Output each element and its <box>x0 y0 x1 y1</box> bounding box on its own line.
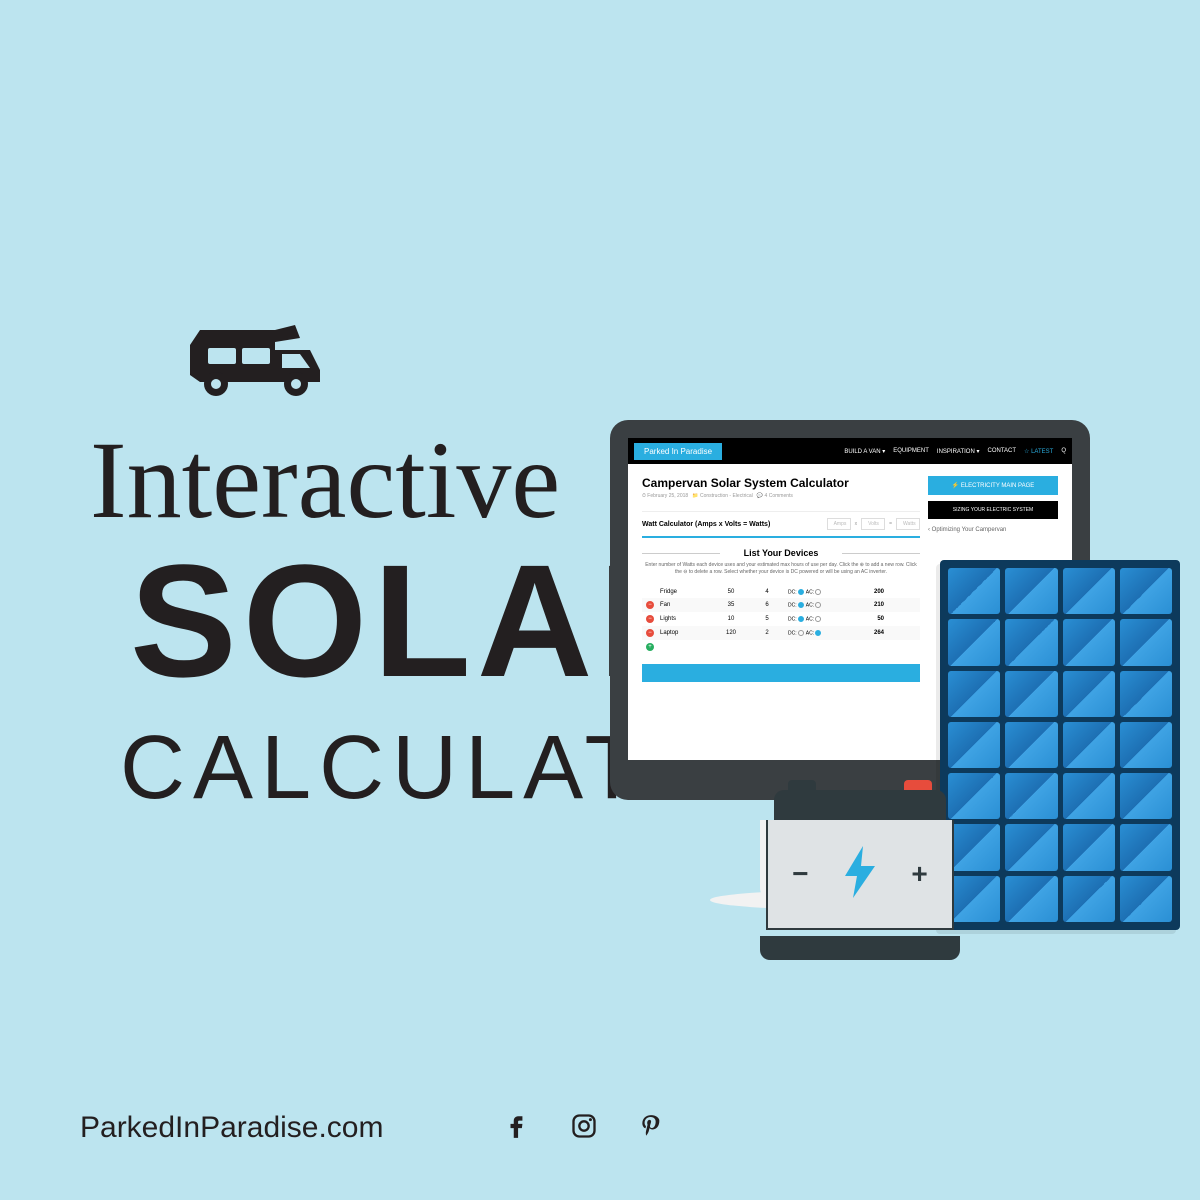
electricity-button: ⚡ ELECTRICITY MAIN PAGE <box>928 476 1058 495</box>
nav-items: BUILD A VAN ▾ EQUIPMENT INSPIRATION ▾ CO… <box>844 448 1066 455</box>
title-interactive: Interactive <box>90 425 590 535</box>
brand-badge: Parked In Paradise <box>634 443 722 460</box>
instagram-icon <box>570 1112 598 1145</box>
devices-table: Fridge 50 4 DC: AC: 200 − Fan 35 6 DC: A… <box>642 586 920 654</box>
side-link: ‹ Optimizing Your Campervan <box>928 527 1058 533</box>
watt-label: Watt Calculator (Amps x Volts = Watts) <box>642 521 823 528</box>
social-icons <box>504 1112 664 1145</box>
watt-calculator-row: Watt Calculator (Amps x Volts = Watts) A… <box>642 511 920 538</box>
illustration-group: Parked In Paradise BUILD A VAN ▾ EQUIPME… <box>610 420 1170 980</box>
nav-item: CONTACT <box>987 448 1016 455</box>
nav-item: ☆ LATEST <box>1024 448 1053 455</box>
devices-section-title: List Your Devices <box>642 544 920 562</box>
nav-item: INSPIRATION ▾ <box>937 448 980 455</box>
calculate-bar <box>642 664 920 682</box>
battery-icon: − + <box>760 790 960 960</box>
nav-item: BUILD A VAN ▾ <box>844 448 885 455</box>
footer: ParkedInParadise.com <box>80 1111 664 1145</box>
title-solar: SOLAR <box>130 545 590 697</box>
watts-field: Watts <box>896 518 920 530</box>
nav-item: EQUIPMENT <box>893 448 929 455</box>
page-title: Campervan Solar System Calculator <box>642 476 920 490</box>
title-calculator: CALCULATOR <box>120 717 590 820</box>
site-nav: Parked In Paradise BUILD A VAN ▾ EQUIPME… <box>628 438 1072 464</box>
facebook-icon <box>504 1113 530 1144</box>
footer-url: ParkedInParadise.com <box>80 1111 384 1145</box>
volts-field: Volts <box>861 518 885 530</box>
pinterest-icon <box>638 1113 664 1144</box>
campervan-icon <box>180 320 590 405</box>
amps-field: Amps <box>827 518 851 530</box>
nav-search-icon: Q <box>1061 448 1066 455</box>
page-meta: ⏱ February 25, 2018 📁 Construction - Ele… <box>642 493 920 499</box>
devices-desc: Enter number of Watts each device uses a… <box>642 562 920 576</box>
sizing-button: SIZING YOUR ELECTRIC SYSTEM <box>928 501 1058 519</box>
solar-panel-icon <box>940 560 1180 930</box>
